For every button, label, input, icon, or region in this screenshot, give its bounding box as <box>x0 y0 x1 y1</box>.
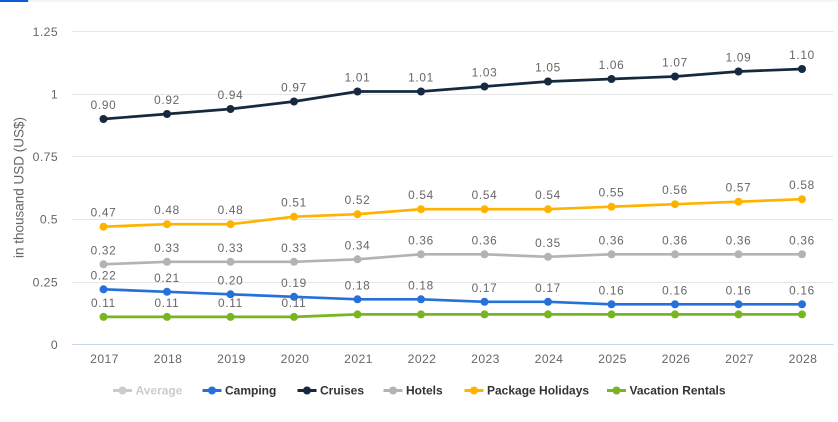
svg-text:0.52: 0.52 <box>345 193 371 207</box>
svg-text:0.18: 0.18 <box>408 278 434 292</box>
svg-text:0.54: 0.54 <box>408 188 434 202</box>
svg-text:0.18: 0.18 <box>345 278 371 292</box>
svg-text:0.97: 0.97 <box>281 81 307 95</box>
svg-text:0.90: 0.90 <box>91 98 117 112</box>
svg-text:0.33: 0.33 <box>218 241 244 255</box>
svg-text:Hotels: Hotels <box>406 384 443 398</box>
svg-text:0.51: 0.51 <box>281 196 307 210</box>
svg-text:0.58: 0.58 <box>789 178 815 192</box>
svg-text:0.20: 0.20 <box>218 273 244 287</box>
svg-text:2027: 2027 <box>725 352 754 366</box>
svg-text:0.94: 0.94 <box>218 88 244 102</box>
svg-text:2028: 2028 <box>789 352 818 366</box>
svg-text:0.21: 0.21 <box>154 271 180 285</box>
svg-text:2019: 2019 <box>217 352 246 366</box>
svg-text:0.36: 0.36 <box>408 233 434 247</box>
svg-text:1.03: 1.03 <box>472 66 498 80</box>
svg-text:Average: Average <box>136 384 183 398</box>
svg-text:2017: 2017 <box>90 352 119 366</box>
svg-text:0.11: 0.11 <box>155 296 180 310</box>
svg-text:0: 0 <box>51 338 58 352</box>
svg-text:0.57: 0.57 <box>726 181 752 195</box>
svg-text:0.35: 0.35 <box>535 236 561 250</box>
svg-text:0.54: 0.54 <box>472 188 498 202</box>
svg-text:0.36: 0.36 <box>789 233 815 247</box>
svg-text:0.75: 0.75 <box>33 150 58 164</box>
svg-text:0.16: 0.16 <box>662 283 688 297</box>
svg-text:1: 1 <box>51 88 58 102</box>
svg-text:0.36: 0.36 <box>599 233 625 247</box>
svg-text:2026: 2026 <box>662 352 691 366</box>
svg-text:0.11: 0.11 <box>282 296 307 310</box>
svg-text:0.36: 0.36 <box>726 233 752 247</box>
svg-text:Cruises: Cruises <box>320 384 364 398</box>
svg-text:0.92: 0.92 <box>154 93 180 107</box>
svg-text:1.25: 1.25 <box>33 25 58 39</box>
svg-text:0.19: 0.19 <box>281 276 307 290</box>
svg-text:0.5: 0.5 <box>40 213 58 227</box>
svg-text:0.25: 0.25 <box>33 276 58 290</box>
svg-text:1.01: 1.01 <box>345 71 371 85</box>
svg-text:0.17: 0.17 <box>535 281 561 295</box>
svg-text:0.48: 0.48 <box>218 203 244 217</box>
svg-text:1.06: 1.06 <box>599 58 625 72</box>
svg-text:0.16: 0.16 <box>726 283 752 297</box>
svg-text:0.32: 0.32 <box>91 243 117 257</box>
svg-text:2024: 2024 <box>535 352 564 366</box>
svg-text:0.47: 0.47 <box>91 206 117 220</box>
svg-text:Camping: Camping <box>225 384 276 398</box>
svg-text:0.16: 0.16 <box>789 283 815 297</box>
svg-text:0.36: 0.36 <box>472 233 498 247</box>
svg-text:Vacation Rentals: Vacation Rentals <box>630 384 726 398</box>
svg-text:0.34: 0.34 <box>345 238 371 252</box>
svg-text:Package Holidays: Package Holidays <box>487 384 589 398</box>
svg-text:in thousand USD (US$): in thousand USD (US$) <box>12 117 27 258</box>
svg-text:2022: 2022 <box>408 352 437 366</box>
svg-text:1.01: 1.01 <box>408 71 434 85</box>
svg-text:0.22: 0.22 <box>91 268 117 282</box>
svg-text:2023: 2023 <box>471 352 500 366</box>
svg-text:1.05: 1.05 <box>535 61 561 75</box>
svg-text:0.54: 0.54 <box>535 188 561 202</box>
svg-text:0.17: 0.17 <box>472 281 498 295</box>
svg-text:1.07: 1.07 <box>662 56 688 70</box>
svg-text:0.56: 0.56 <box>662 183 688 197</box>
svg-text:2018: 2018 <box>154 352 183 366</box>
svg-text:0.11: 0.11 <box>91 296 116 310</box>
svg-text:1.09: 1.09 <box>726 51 752 65</box>
svg-text:1.10: 1.10 <box>789 48 815 62</box>
svg-text:0.16: 0.16 <box>599 283 625 297</box>
svg-text:0.11: 0.11 <box>218 296 243 310</box>
svg-text:2020: 2020 <box>281 352 310 366</box>
svg-text:0.36: 0.36 <box>662 233 688 247</box>
svg-text:2021: 2021 <box>344 352 373 366</box>
svg-text:0.33: 0.33 <box>154 241 180 255</box>
svg-text:0.48: 0.48 <box>154 203 180 217</box>
svg-text:0.55: 0.55 <box>599 186 625 200</box>
svg-text:0.33: 0.33 <box>281 241 307 255</box>
svg-text:2025: 2025 <box>598 352 627 366</box>
